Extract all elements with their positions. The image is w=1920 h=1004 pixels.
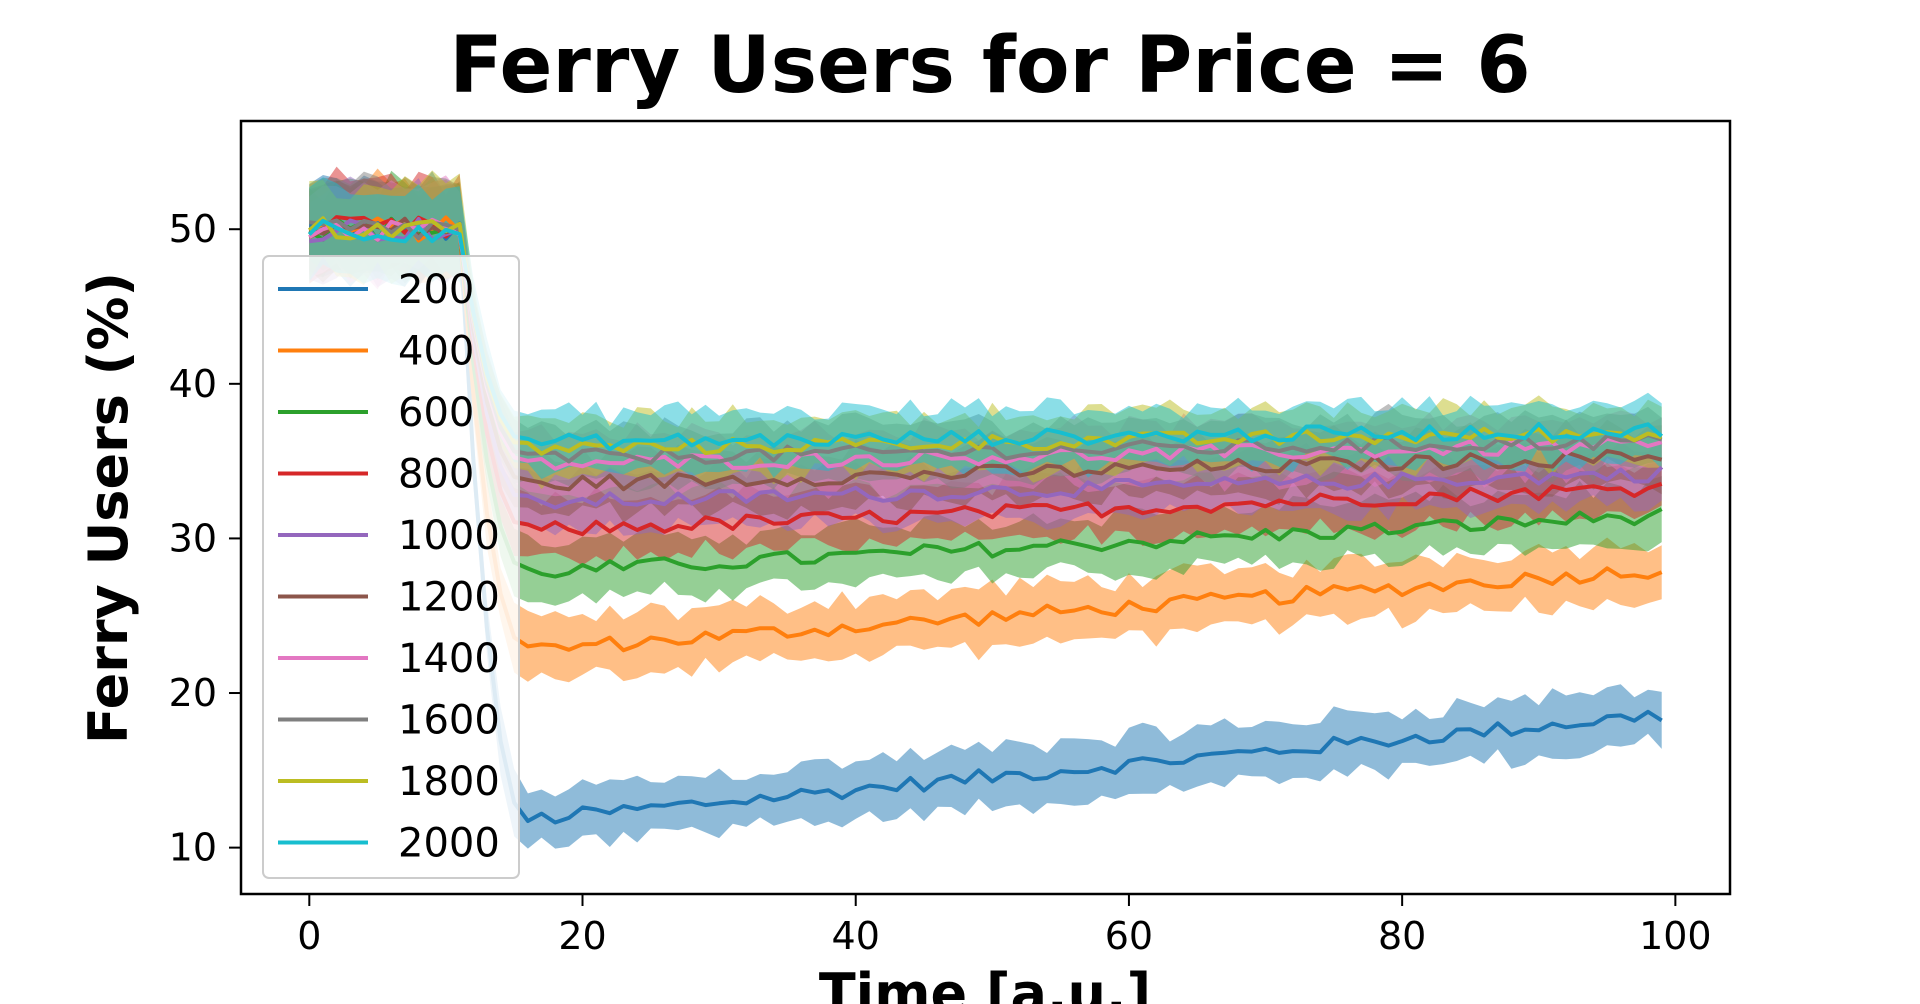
x-tick-label: 80 — [1378, 914, 1426, 958]
legend-label-2000: 2000 — [398, 821, 500, 867]
y-tick-label: 20 — [169, 671, 217, 715]
y-tick-label: 50 — [169, 207, 217, 251]
series-line-400 — [308, 215, 1663, 653]
series-line-1000 — [309, 217, 1664, 510]
series-lines — [307, 215, 1664, 825]
y-axis-label: Ferry Users (%) — [77, 272, 140, 744]
x-tick-label: 20 — [558, 914, 606, 958]
series-line-800 — [308, 215, 1663, 537]
y-tick-label: 40 — [169, 362, 217, 406]
x-tick-label: 40 — [832, 914, 880, 958]
legend-label-1600: 1600 — [398, 698, 500, 744]
legend-label-800: 800 — [398, 452, 474, 498]
legend-label-400: 400 — [398, 329, 474, 375]
y-axis-ticks: 10 20 30 40 50 — [169, 207, 241, 870]
series-line-1400 — [308, 217, 1663, 471]
chart-title: Ferry Users for Price = 6 — [449, 21, 1530, 111]
x-tick-label: 60 — [1105, 914, 1153, 958]
x-axis-label: Time [a.u.] — [819, 962, 1151, 1004]
legend-label-600: 600 — [398, 390, 474, 436]
legend-label-1800: 1800 — [398, 759, 500, 805]
y-tick-label: 10 — [169, 826, 217, 870]
series-line-1200 — [308, 216, 1663, 492]
y-tick-label: 30 — [169, 516, 217, 560]
x-tick-label: 0 — [297, 914, 321, 958]
series-line-2000 — [307, 218, 1664, 452]
plot-frame — [239, 119, 1732, 896]
series-line-200 — [309, 218, 1663, 825]
x-axis-ticks: 0 20 40 60 80 100 — [297, 894, 1712, 958]
legend-label-1000: 1000 — [398, 513, 500, 559]
series-line-600 — [308, 216, 1663, 579]
legend-label-200: 200 — [398, 267, 474, 313]
legend: 200 400 600 800 1000 1200 1400 1600 1800 2000 — [262, 255, 520, 879]
legend-label-1200: 1200 — [398, 575, 500, 621]
series-line-1600 — [308, 218, 1663, 465]
band-2000 — [309, 177, 1662, 479]
x-tick-label: 100 — [1639, 914, 1712, 958]
legend-label-1400: 1400 — [398, 636, 500, 682]
